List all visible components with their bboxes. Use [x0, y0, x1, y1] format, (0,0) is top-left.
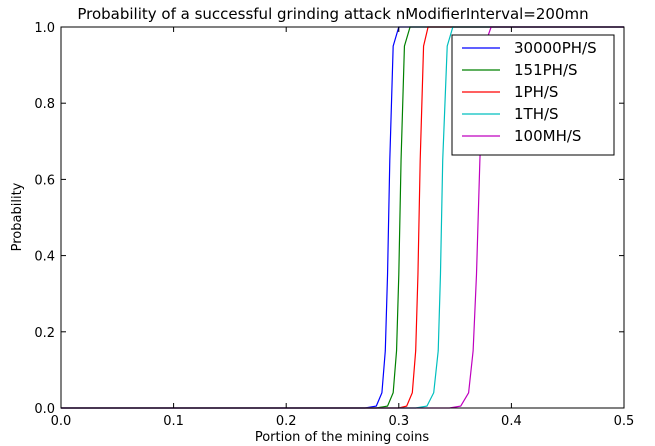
x-axis-label: Portion of the mining coins: [255, 430, 430, 445]
legend-label: 30000PH/S: [514, 39, 597, 57]
x-tick-label: 0.3: [388, 414, 409, 429]
plot-frame: [60, 26, 625, 409]
legend-label: 100MH/S: [514, 127, 581, 145]
legend: 30000PH/S 151PH/S 1PH/S 1TH/S 100MH/S: [451, 34, 615, 156]
y-tick-label: 0.6: [34, 173, 55, 188]
x-tick-label: 0.0: [51, 414, 72, 429]
series-line-2: [61, 26, 624, 409]
series-line-3: [61, 26, 624, 409]
plot-lines: [61, 26, 624, 409]
y-tick-label: 0.2: [34, 326, 55, 341]
legend-label: 1TH/S: [514, 105, 559, 123]
x-axis: 0.0 0.1 0.2 0.3 0.4 0.5: [51, 27, 635, 429]
legend-label: 1PH/S: [514, 83, 558, 101]
x-tick-label: 0.5: [614, 414, 635, 429]
series-line-0: [61, 26, 624, 409]
x-tick-label: 0.4: [501, 414, 522, 429]
y-tick-label: 1.0: [34, 21, 55, 36]
x-tick-label: 0.1: [163, 414, 184, 429]
y-axis-label: Probability: [10, 182, 25, 251]
y-axis: 0.0 0.2 0.4 0.6 0.8 1.0: [34, 21, 624, 417]
legend-label: 151PH/S: [514, 61, 578, 79]
x-tick-label: 0.2: [276, 414, 297, 429]
y-tick-label: 0.0: [34, 402, 55, 417]
y-tick-label: 0.4: [34, 250, 55, 265]
chart-title: Probability of a successful grinding att…: [77, 5, 588, 23]
y-tick-label: 0.8: [34, 97, 55, 112]
series-line-1: [61, 26, 624, 409]
legend-box: [451, 34, 615, 156]
